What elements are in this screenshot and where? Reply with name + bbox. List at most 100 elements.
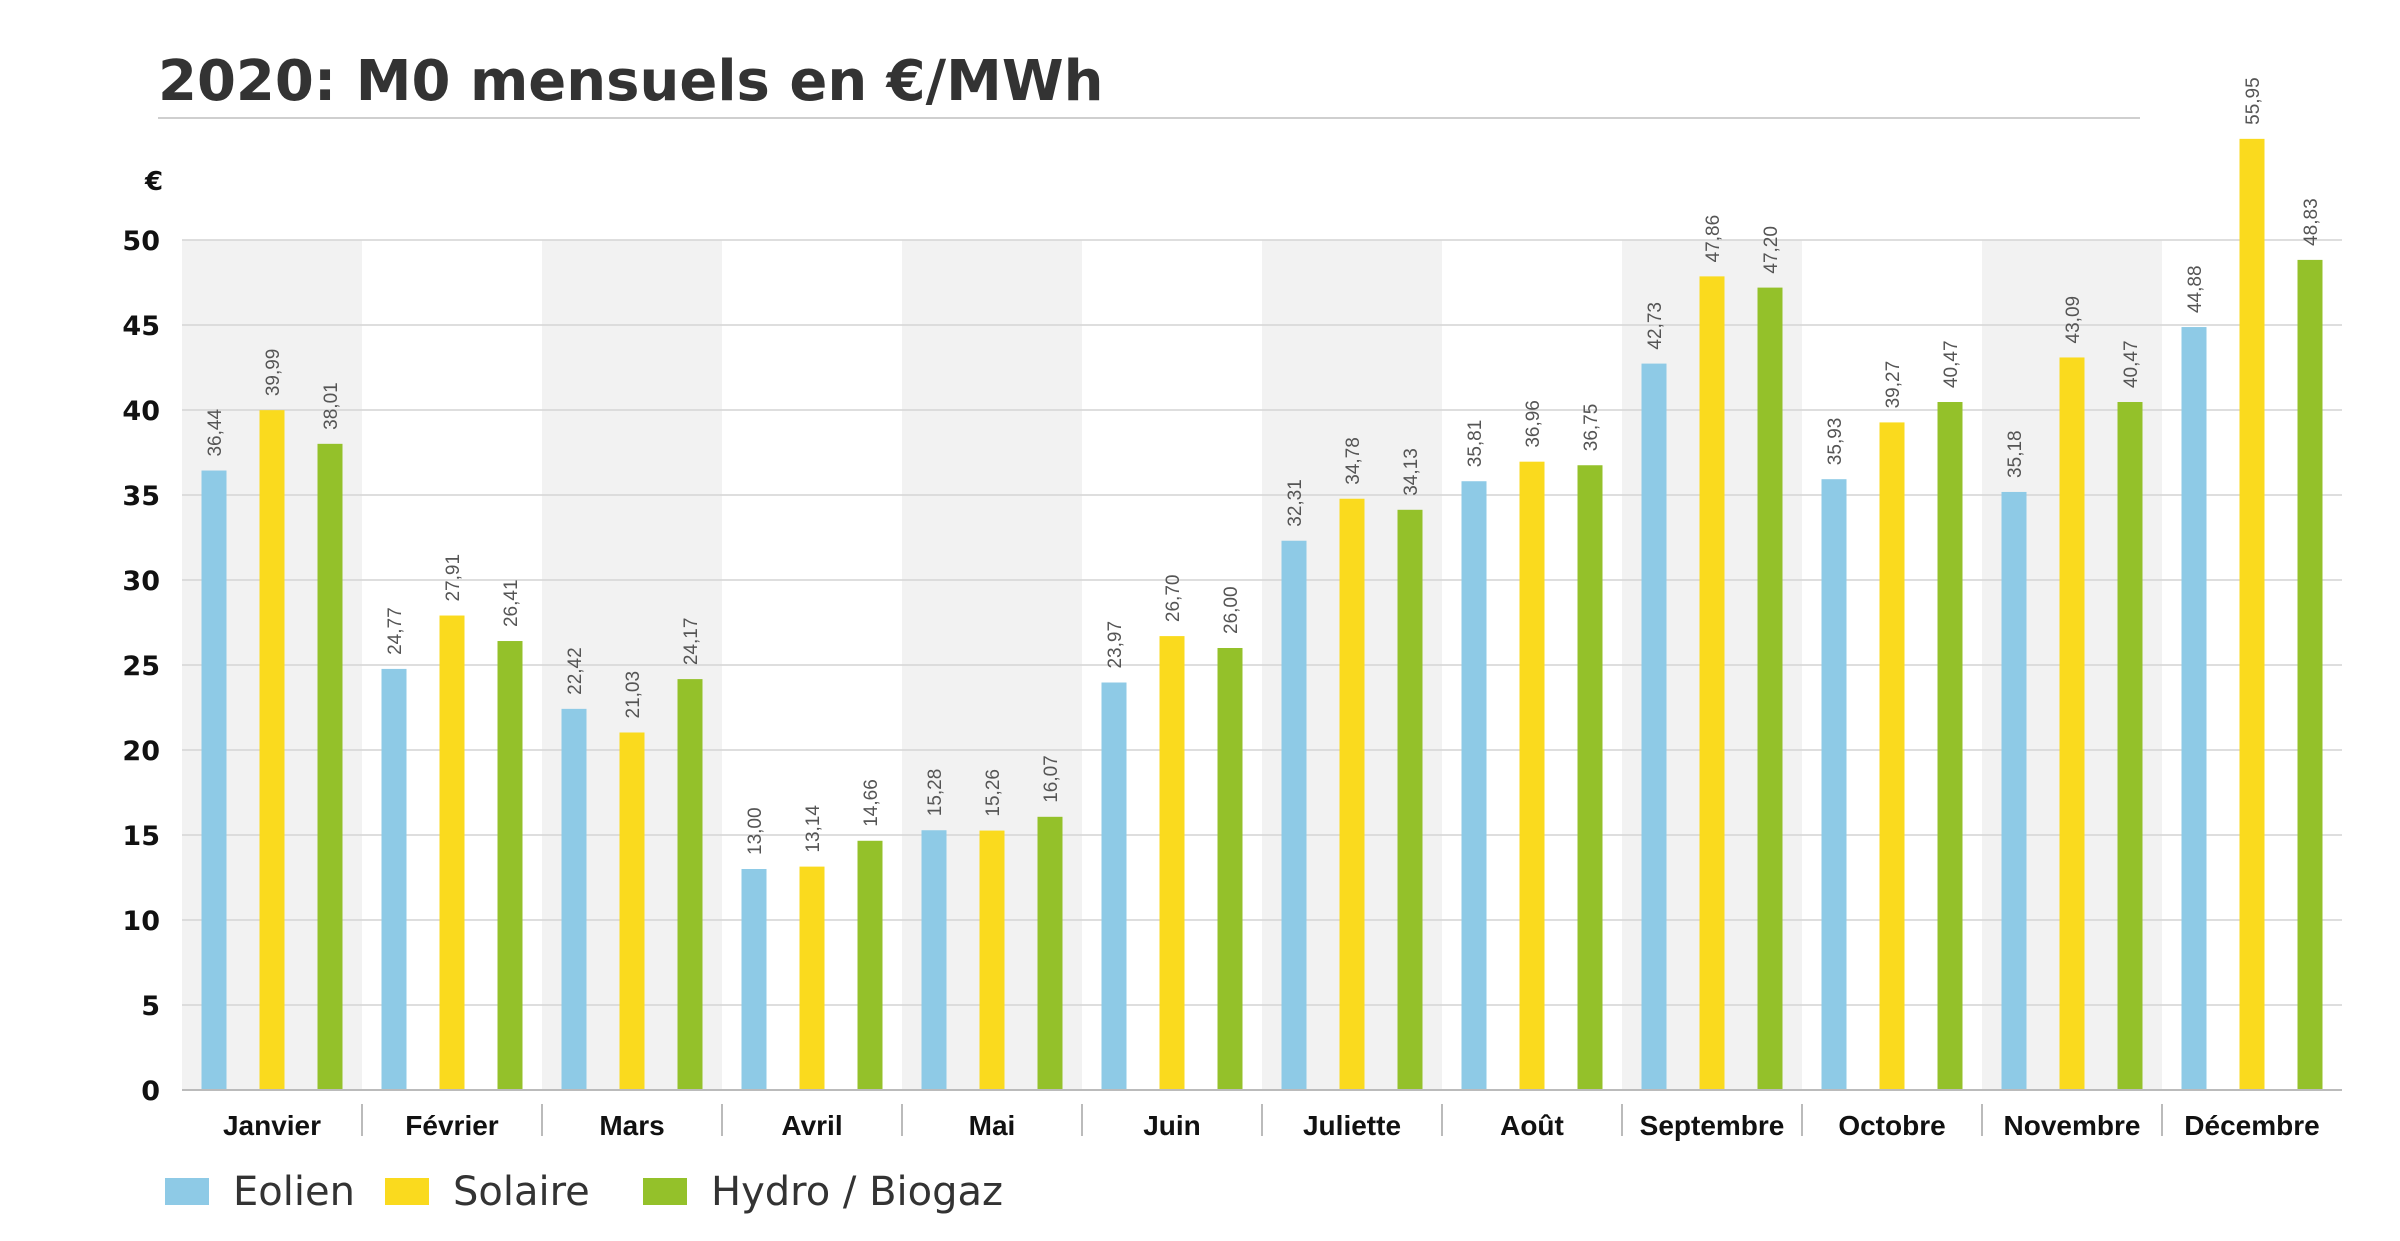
- data-label: 43,09: [2063, 296, 2084, 344]
- bar: [317, 443, 343, 1091]
- bar: [619, 732, 645, 1090]
- bar: [1577, 465, 1603, 1090]
- bar: [677, 679, 703, 1090]
- data-label: 15,26: [983, 769, 1004, 817]
- y-tick-label: 15: [122, 821, 160, 852]
- legend-label: Hydro / Biogaz: [711, 1169, 1003, 1215]
- data-label: 34,78: [1343, 437, 1364, 485]
- y-tick-label: 5: [141, 991, 160, 1022]
- x-tick-label: Mars: [599, 1110, 664, 1141]
- bar: [2001, 491, 2027, 1090]
- bars: [201, 138, 2323, 1091]
- data-label: 22,42: [565, 647, 586, 695]
- data-label: 35,81: [1465, 420, 1486, 468]
- gridlines: [182, 239, 2342, 1006]
- bar: [2117, 402, 2143, 1090]
- y-tick-label: 50: [122, 226, 160, 257]
- x-tick-label: Avril: [781, 1110, 842, 1141]
- data-label: 27,91: [443, 554, 464, 602]
- data-label: 35,93: [1825, 418, 1846, 466]
- data-label: 24,17: [681, 618, 702, 666]
- data-label: 26,00: [1221, 586, 1242, 634]
- bar: [1937, 402, 1963, 1090]
- y-tick-label: 20: [122, 736, 160, 767]
- legend-label: Solaire: [453, 1169, 590, 1215]
- data-label: 55,95: [2243, 77, 2264, 125]
- bar: [2181, 327, 2207, 1090]
- y-tick-label: 45: [122, 311, 160, 342]
- bar: [497, 641, 523, 1090]
- data-label: 13,00: [745, 807, 766, 855]
- bar: [1037, 816, 1063, 1090]
- y-tick-label: 10: [122, 906, 160, 937]
- bar: [201, 470, 227, 1090]
- bar: [1159, 636, 1185, 1090]
- bar: [1397, 509, 1423, 1090]
- bar: [381, 668, 407, 1090]
- x-tick-label: Mai: [969, 1110, 1016, 1141]
- legend-swatch: [165, 1178, 209, 1205]
- x-tick-label: Janvier: [223, 1110, 321, 1141]
- legend-swatch: [643, 1178, 687, 1205]
- bar: [1519, 461, 1545, 1090]
- y-tick-label: 35: [122, 481, 160, 512]
- bar: [259, 410, 285, 1090]
- x-tick-label: Septembre: [1640, 1110, 1785, 1141]
- data-label: 40,47: [1941, 340, 1962, 388]
- data-label: 39,27: [1883, 361, 1904, 409]
- x-tick-label: Juliette: [1303, 1110, 1401, 1141]
- bar: [439, 615, 465, 1090]
- bar: [1281, 540, 1307, 1090]
- data-label: 47,86: [1703, 215, 1724, 263]
- bar: [857, 840, 883, 1090]
- data-label: 39,99: [263, 349, 284, 397]
- data-label: 24,77: [385, 607, 406, 655]
- y-tick-label: 30: [122, 566, 160, 597]
- y-tick-label: 40: [122, 396, 160, 427]
- data-label: 36,75: [1581, 404, 1602, 452]
- x-tick-label: Février: [405, 1110, 498, 1141]
- bar: [1699, 276, 1725, 1090]
- data-label: 36,44: [205, 409, 226, 457]
- x-tick-label: Décembre: [2184, 1110, 2319, 1141]
- bar: [1101, 682, 1127, 1090]
- x-tick-label: Octobre: [1838, 1110, 1945, 1141]
- bar: [1461, 481, 1487, 1091]
- bar: [799, 866, 825, 1090]
- axes: 0 5 10 15 20 25 30 35 40 45 50 Janvier Février Mars Av…: [122, 226, 2342, 1141]
- chart-title: 2020: M0 mensuels en €/MWh: [158, 49, 1103, 114]
- y-tick-label: 25: [122, 651, 160, 682]
- data-label: 13,14: [803, 805, 824, 853]
- bar: [561, 708, 587, 1090]
- data-label: 42,73: [1645, 302, 1666, 350]
- data-label: 38,01: [321, 382, 342, 430]
- bar: [2059, 357, 2085, 1091]
- data-label: 15,28: [925, 769, 946, 817]
- data-label: 35,18: [2005, 430, 2026, 478]
- data-label: 36,96: [1523, 400, 1544, 448]
- legend: Eolien Solaire Hydro / Biogaz: [165, 1169, 1003, 1215]
- data-label: 26,41: [501, 579, 522, 627]
- bar: [2297, 259, 2323, 1090]
- data-label: 47,20: [1761, 226, 1782, 274]
- data-label: 40,47: [2121, 340, 2142, 388]
- y-tick-label: 0: [141, 1076, 160, 1107]
- bar: [921, 830, 947, 1090]
- data-label: 48,83: [2301, 198, 2322, 246]
- bar: [979, 830, 1005, 1090]
- legend-swatch: [385, 1178, 429, 1205]
- bar: [1821, 479, 1847, 1090]
- data-label: 14,66: [861, 779, 882, 827]
- bar: [1339, 498, 1365, 1090]
- x-tick-label: Juin: [1143, 1110, 1201, 1141]
- bar: [2239, 138, 2265, 1091]
- legend-label: Eolien: [233, 1169, 355, 1215]
- data-label: 34,13: [1401, 448, 1422, 496]
- bar: [1641, 363, 1667, 1091]
- data-label: 23,97: [1105, 621, 1126, 669]
- data-label: 32,31: [1285, 479, 1306, 527]
- y-axis-unit: €: [144, 167, 163, 197]
- bar: [1879, 422, 1905, 1090]
